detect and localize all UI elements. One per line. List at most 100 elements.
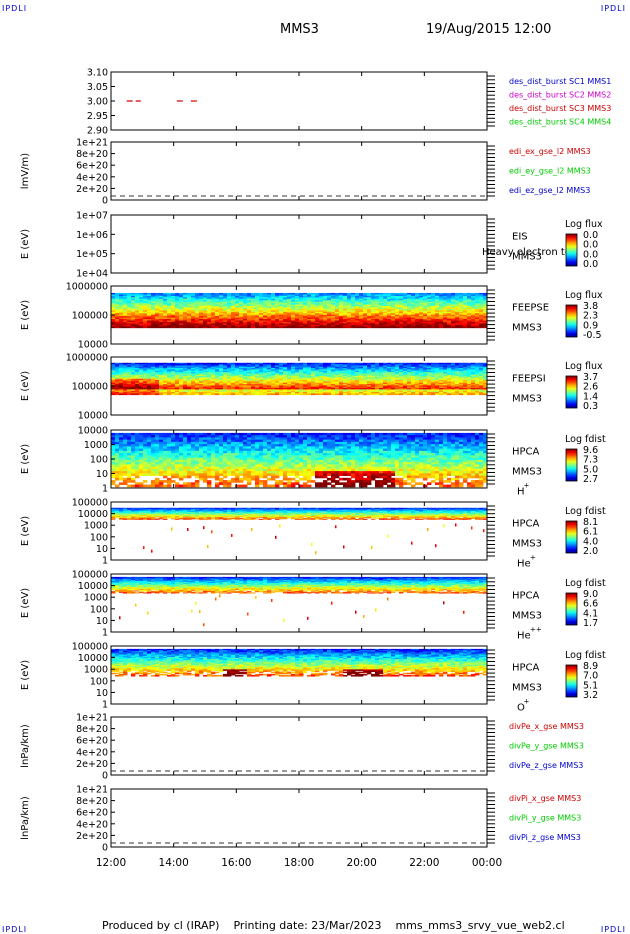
- ytick-label: 100: [90, 676, 108, 687]
- xtick-label: 12:00: [96, 857, 126, 869]
- legend-entry: des_dist_burst SC3 MMS3: [509, 104, 611, 113]
- spacecraft-label: MMS3: [512, 610, 542, 621]
- colorbar: [565, 592, 578, 626]
- panel-des_dist_burst: 3.10 3.05 3.00 2.95 2.90 des_dist_burst SC1 M…: [87, 68, 611, 137]
- species-charge: +: [524, 481, 530, 489]
- ytick-label: 100: [90, 455, 108, 466]
- ytick-label: 4e+20: [76, 819, 108, 830]
- xtick-label: 22:00: [409, 857, 439, 869]
- spacecraft-label: MMS3: [512, 682, 542, 693]
- ytick-label: 1e+21: [76, 713, 108, 724]
- ytick-label: 1000: [84, 521, 108, 532]
- ytick-label: 2.90: [87, 126, 108, 137]
- corner-top-right: IPDLI: [600, 4, 626, 13]
- legend-entry: divPe_z_gse MMS3: [509, 761, 583, 770]
- ytick-label: 1e+04: [76, 269, 108, 280]
- footer-file: mms_mms3_srvy_vue_web2.cl: [395, 919, 565, 932]
- footer-info: Produced by cl (IRAP) Printing date: 23/…: [102, 919, 565, 932]
- panel-feeps_i: 1000000 100000 10000 E (eV) FEEPSI MMS3 Log fl…: [20, 353, 603, 422]
- legend-entry: des_dist_burst SC2 MMS2: [509, 91, 611, 100]
- yaxis-label: E (eV): [20, 588, 31, 618]
- legend-entry: edi_ez_gse_l2 MMS3: [509, 186, 590, 195]
- legend-entry: des_dist_burst SC4 MMS4: [509, 118, 611, 127]
- instrument-label: EIS: [512, 231, 528, 242]
- colorbar-tick: 0.0: [583, 240, 598, 251]
- ytick-label: 100: [90, 532, 108, 543]
- ytick-label: 2e+20: [76, 759, 108, 770]
- yaxis-label: lmV/m): [20, 153, 31, 189]
- legend-entry: edi_ey_gse_l2 MMS3: [509, 167, 591, 176]
- xtick-label: 14:00: [159, 857, 189, 869]
- legend-entry: divPi_y_gse MMS3: [509, 814, 581, 823]
- ytick-label: 6e+20: [76, 736, 108, 747]
- colorbar-tick: 7.3: [583, 455, 598, 466]
- panel-frame-divpi: [110, 788, 488, 848]
- species-label: H: [517, 486, 525, 497]
- ytick-label: 1e+07: [76, 211, 108, 222]
- ytick-label: 10000: [78, 340, 108, 351]
- species-charge: +: [530, 553, 536, 561]
- ytick-label: 4e+20: [76, 172, 108, 183]
- species-charge: ++: [530, 625, 542, 633]
- instrument-label: HPCA: [512, 446, 540, 457]
- ytick-label: 1e+06: [76, 230, 108, 241]
- instrument-label: HPCA: [512, 662, 540, 673]
- ytick-label: 1e+21: [76, 138, 108, 149]
- corner-bottom-left: IPDLI: [2, 925, 28, 934]
- ytick-label: 1: [102, 484, 108, 495]
- ytick-label: 10: [96, 616, 108, 627]
- yaxis-label: E (eV): [20, 300, 31, 330]
- ytick-label: 10000: [78, 426, 108, 437]
- spacecraft-label: MMS3: [512, 466, 542, 477]
- colorbar-tick: 0.0: [583, 230, 598, 241]
- ytick-label: 3.05: [87, 82, 108, 93]
- ytick-label: 0: [102, 771, 108, 782]
- colorbar-tick: 6.6: [583, 599, 598, 610]
- ytick-label: 1: [102, 628, 108, 639]
- species-label: He: [517, 558, 531, 569]
- colorbar-tick: 2.6: [583, 382, 598, 393]
- yaxis-label: E (eV): [20, 660, 31, 690]
- ytick-label: 3.10: [87, 68, 108, 79]
- ytick-label: 1000000: [66, 282, 108, 293]
- colorbar-tick: 8.9: [583, 661, 598, 672]
- colorbar-title: Log fdist: [565, 506, 606, 517]
- ytick-label: 10000: [78, 411, 108, 422]
- colorbar-tick: 8.1: [583, 517, 598, 528]
- panel-feeps_e: 1000000 100000 10000 E (eV) FEEPSE MMS3 Log fl…: [20, 282, 603, 351]
- colorbar-title: Log flux: [565, 290, 603, 301]
- ytick-label: 100000: [72, 311, 108, 322]
- colorbar: [565, 448, 578, 482]
- ytick-label: 1000: [84, 593, 108, 604]
- spacecraft-label: MMS3: [512, 538, 542, 549]
- spectrogram-hpca_he: [111, 507, 488, 555]
- colorbar-tick: 7.0: [583, 671, 598, 682]
- colorbar-tick: 0.3: [583, 401, 598, 412]
- colorbar-tick: 2.0: [583, 546, 598, 557]
- ytick-label: 8e+20: [76, 724, 108, 735]
- legend-entry: divPi_z_gse MMS3: [509, 833, 581, 842]
- colorbar-tick: 3.2: [583, 690, 598, 701]
- colorbar: [565, 520, 578, 554]
- colorbar-tick: 4.0: [583, 536, 598, 547]
- instrument-label: HPCA: [512, 590, 540, 601]
- spectrogram-hpca_h: [111, 432, 488, 488]
- instrument-label: HPCA: [512, 518, 540, 529]
- ytick-label: 0: [102, 196, 108, 207]
- yaxis-label: E (eV): [20, 444, 31, 474]
- ytick-label: 1e+05: [76, 249, 108, 260]
- ytick-label: 0: [102, 843, 108, 854]
- ytick-label: 8e+20: [76, 796, 108, 807]
- species-charge: +: [524, 697, 530, 705]
- ytick-label: 100: [90, 604, 108, 615]
- ytick-label: 3.00: [87, 97, 108, 108]
- yaxis-label: lnPa/km): [20, 724, 31, 768]
- footer-printing-date: Printing date: 23/Mar/2023: [233, 919, 382, 932]
- panel-frame-eis: [110, 214, 488, 274]
- spacecraft-label: MMS3: [512, 322, 542, 333]
